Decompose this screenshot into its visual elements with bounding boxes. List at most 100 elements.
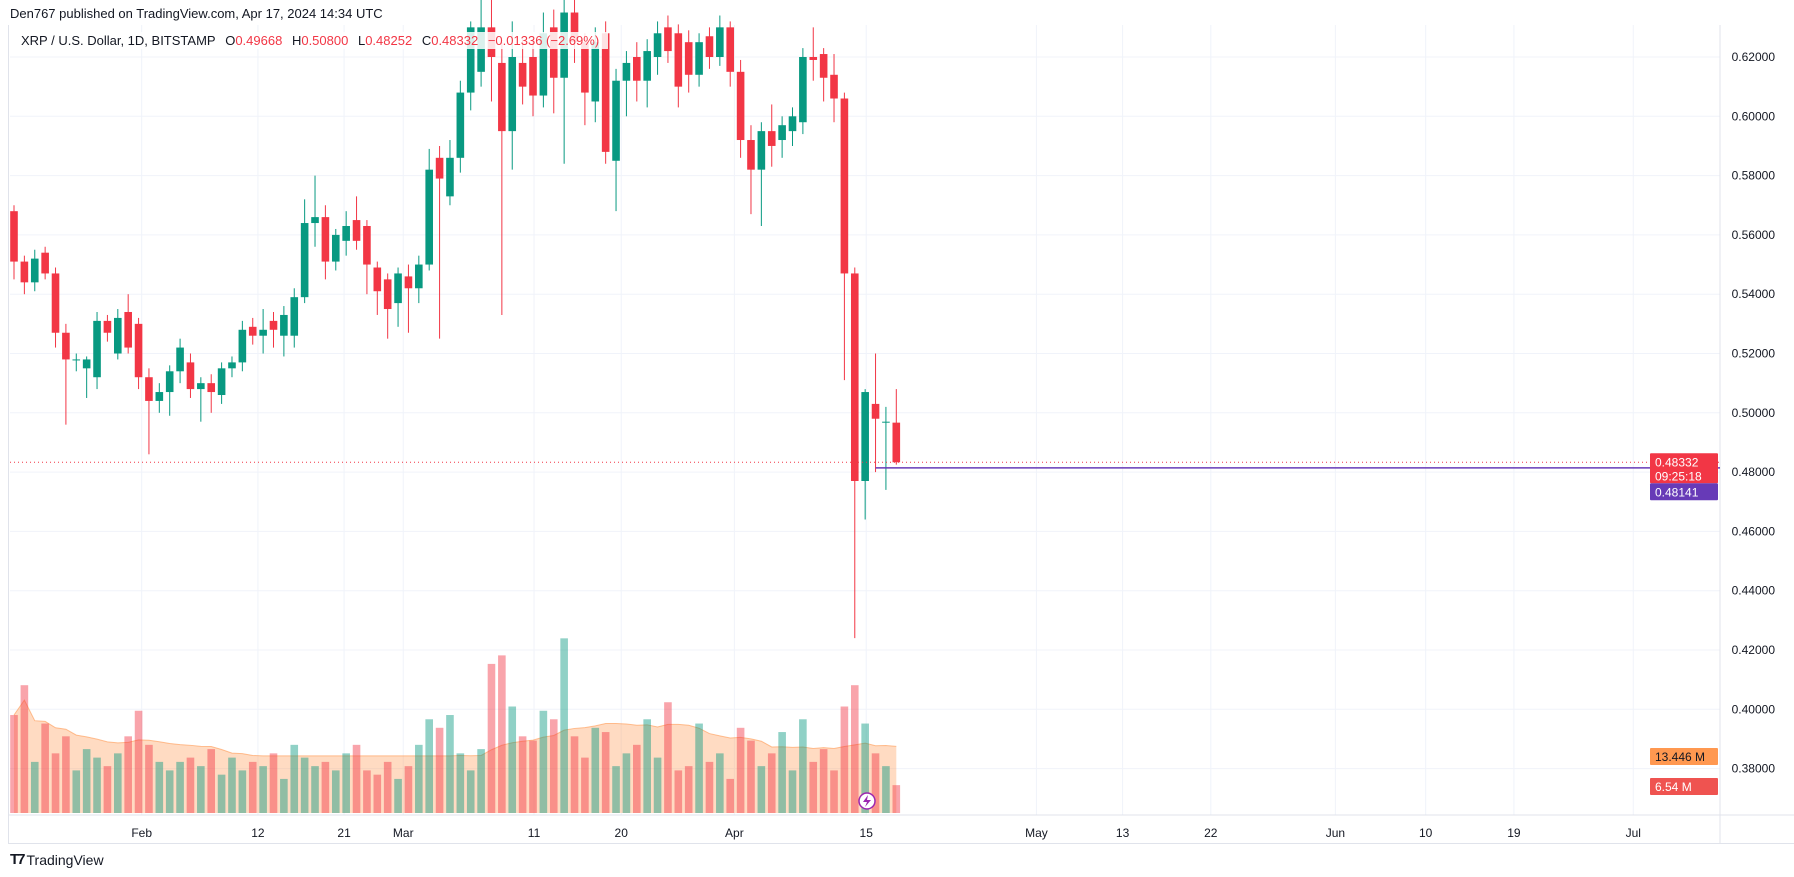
candle-up <box>695 42 703 75</box>
price-tick-label: 0.38000 <box>1732 762 1776 776</box>
candle-down <box>207 383 216 393</box>
time-tick-label: 10 <box>1419 826 1433 840</box>
price-axis: 0.62000 0.60000 0.58000 0.56000 0.54000 0.520… <box>1732 50 1776 776</box>
candle-down <box>103 320 112 333</box>
candle-up <box>300 223 309 298</box>
candle-down <box>352 220 361 241</box>
candle-up <box>612 80 620 161</box>
time-tick-label: May <box>1025 826 1048 840</box>
time-tick-label: 22 <box>1204 826 1218 840</box>
candle-up <box>290 297 299 336</box>
candle-down <box>871 403 880 419</box>
volume-bar <box>830 770 838 813</box>
volume-ma-line <box>13 699 897 757</box>
volume-bar <box>560 638 568 813</box>
volume-bar <box>456 753 465 813</box>
volume-bar <box>861 723 869 813</box>
volume-bar <box>425 719 433 813</box>
volume-bars <box>10 638 901 813</box>
chart-pane[interactable] <box>8 25 1794 844</box>
volume-bar <box>93 757 101 813</box>
volume-bar <box>466 770 475 813</box>
volume-bar <box>778 732 786 813</box>
volume-bar <box>383 761 392 813</box>
candle-up <box>622 62 631 81</box>
candle-down <box>62 332 70 360</box>
tradingview-logo[interactable]: T7 TradingView <box>10 851 104 868</box>
candle-down <box>674 33 683 87</box>
volume-bar <box>684 766 693 813</box>
volume-bar <box>736 727 745 813</box>
candle-up <box>425 169 433 265</box>
candle-up <box>508 57 517 132</box>
candle-down <box>269 320 278 330</box>
time-tick-label: 19 <box>1507 826 1521 840</box>
symbol-title[interactable]: XRP / U.S. Dollar, 1D, BITSTAMP <box>21 33 216 48</box>
high-value: 0.50800 <box>301 33 349 48</box>
price-tick-label: 0.40000 <box>1732 702 1776 716</box>
volume-bar <box>892 785 901 813</box>
time-axis: Feb 12 21 Mar 11 20 Apr 15 May 13 22 Jun 10 19 Jul <box>131 826 1641 840</box>
volume-bar <box>373 774 382 813</box>
volume-bar <box>176 761 184 813</box>
grid <box>8 25 1794 843</box>
candle-down <box>684 42 693 75</box>
volume-bar <box>311 766 319 813</box>
volume-bar <box>207 749 216 813</box>
volume-bar <box>612 766 620 813</box>
time-tick-label: 12 <box>251 826 265 840</box>
volume-bar <box>726 778 735 813</box>
time-tick-label: Jun <box>1326 826 1345 840</box>
volume-bar <box>248 761 257 813</box>
change-value: −0.01336 (−2.69%) <box>487 33 600 48</box>
volume-bar <box>186 757 195 813</box>
volume-bar <box>415 744 423 813</box>
close-label: C <box>421 33 432 48</box>
candle-down <box>736 71 745 141</box>
line-price-tag: 0.48141 <box>1650 483 1718 501</box>
volume-bar <box>840 706 849 813</box>
volume-bar <box>674 770 683 813</box>
candles <box>10 0 901 639</box>
low-label: L <box>357 33 366 48</box>
volume-bar <box>72 770 81 813</box>
candle-up <box>788 116 797 132</box>
volume-bar <box>197 766 205 813</box>
candle-down <box>186 362 195 390</box>
candle-up <box>165 371 174 393</box>
candle-down <box>726 27 735 72</box>
volume-bar <box>539 710 548 813</box>
close-value: 0.48332 <box>431 33 479 48</box>
candle-up <box>394 273 402 304</box>
volume-bar <box>643 719 651 813</box>
volume-bar <box>633 744 641 813</box>
candle-up <box>591 42 600 102</box>
price-tick-label: 0.54000 <box>1732 287 1776 301</box>
candle-up <box>217 368 226 396</box>
time-tick-label: Mar <box>393 826 414 840</box>
volume-bar <box>30 761 39 813</box>
candle-up <box>653 33 662 57</box>
symbol-legend: XRP / U.S. Dollar, 1D, BITSTAMP O0.49668… <box>18 32 609 49</box>
lightning-event-icon[interactable] <box>858 792 876 810</box>
candle-up <box>446 157 454 197</box>
candle-up <box>93 320 101 378</box>
volume-tag-text: 6.54 M <box>1655 780 1692 794</box>
candle-up <box>331 234 340 262</box>
volume-bar <box>705 761 714 813</box>
price-tick-label: 0.58000 <box>1732 169 1776 183</box>
volume-bar <box>757 766 766 813</box>
volume-bar <box>601 732 610 813</box>
candle-down <box>435 157 444 179</box>
candle-down <box>404 276 413 289</box>
candle-up <box>228 362 236 369</box>
candle-up <box>176 347 184 372</box>
price-tick-label: 0.48000 <box>1732 465 1776 479</box>
volume-bar <box>331 770 340 813</box>
candle-up <box>280 314 288 336</box>
volume-bar <box>788 770 797 813</box>
candle-up <box>114 317 122 354</box>
volume-bar <box>570 736 579 813</box>
candle-down <box>570 12 579 43</box>
